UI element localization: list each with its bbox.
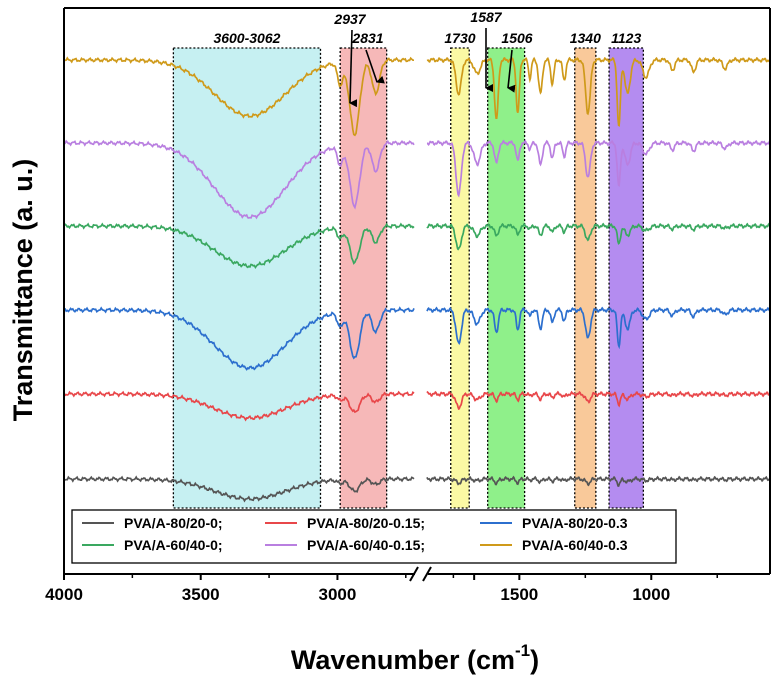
axis-break-mark-1 (409, 566, 419, 582)
highlight-bands: 3600-3062 1730 1340 1123 (172, 30, 645, 509)
series-line-1-low (426, 390, 771, 411)
peak-label-2831: 2831 (351, 30, 383, 46)
legend-label-1: PVA/A-80/20-0.15; (307, 515, 425, 531)
legend-label-3: PVA/A-60/40-0; (124, 537, 223, 553)
peak-arrow-1506 (507, 49, 516, 93)
band-band-1340 (574, 47, 597, 509)
series-line-3-low (426, 222, 771, 251)
peak-arrow-2831 (365, 49, 385, 84)
legend-label-4: PVA/A-60/40-0.15; (307, 537, 425, 553)
series-line-0-high (63, 475, 415, 503)
x-axis-title-close: ) (530, 645, 539, 675)
series-line-5-low (426, 56, 771, 127)
x-tick-label-3000: 3000 (319, 585, 357, 604)
series-line-4-low (426, 139, 771, 198)
legend-box (71, 509, 677, 564)
series-line-2-low (426, 306, 771, 350)
band-label-carbonyl: 1730 (444, 30, 475, 46)
legend-label-2: PVA/A-80/20-0.3 (522, 515, 628, 531)
legend-label-5: PVA/A-60/40-0.3 (522, 537, 628, 553)
x-tick-label-3500: 3500 (182, 585, 220, 604)
band-oh-stretch (172, 47, 322, 509)
series-line-3-high (63, 222, 415, 269)
x-axis-title: Wavenumber (cm-1) (291, 641, 539, 675)
series-line-2-high (63, 306, 415, 371)
band-carbonyl (450, 47, 470, 509)
band-label-band-1340: 1340 (570, 30, 601, 46)
series-line-1-high (63, 390, 415, 422)
legend: PVA/A-80/20-0; PVA/A-80/20-0.15; PVA/A-80/… (71, 509, 677, 564)
y-axis-title: Transmittance (a. u.) (8, 159, 38, 422)
spectra-series (63, 56, 771, 503)
series-line-5-high (63, 56, 414, 137)
peak-annotations: 2937 2831 1587 1506 (333, 9, 533, 108)
series-line-4-high (63, 139, 415, 220)
x-axis-title-main: Wavenumber (cm (291, 645, 515, 675)
plot-frame (63, 7, 771, 582)
peak-arrow-2937 (349, 29, 358, 108)
peak-label-1587: 1587 (470, 9, 502, 25)
band-label-band-1123: 1123 (611, 30, 641, 46)
x-tick-label-1000: 1000 (632, 585, 670, 604)
x-tick-label-1500: 1500 (500, 585, 538, 604)
x-tick-label-4000: 4000 (45, 585, 83, 604)
band-ch-stretch (339, 47, 388, 509)
band-label-oh-stretch: 3600-3062 (213, 30, 280, 46)
axis-break-mark-2 (422, 566, 432, 582)
legend-label-0: PVA/A-80/20-0; (124, 515, 223, 531)
x-axis-title-superscript: -1 (515, 641, 530, 660)
band-band-1123 (608, 47, 645, 509)
peak-label-2937: 2937 (333, 11, 366, 27)
band-cc-stretch (487, 47, 526, 509)
series-line-0-low (426, 475, 771, 487)
peak-label-1506: 1506 (501, 30, 532, 46)
x-axis-ticks: 4000 3500 3000 1500 1000 (45, 574, 718, 604)
